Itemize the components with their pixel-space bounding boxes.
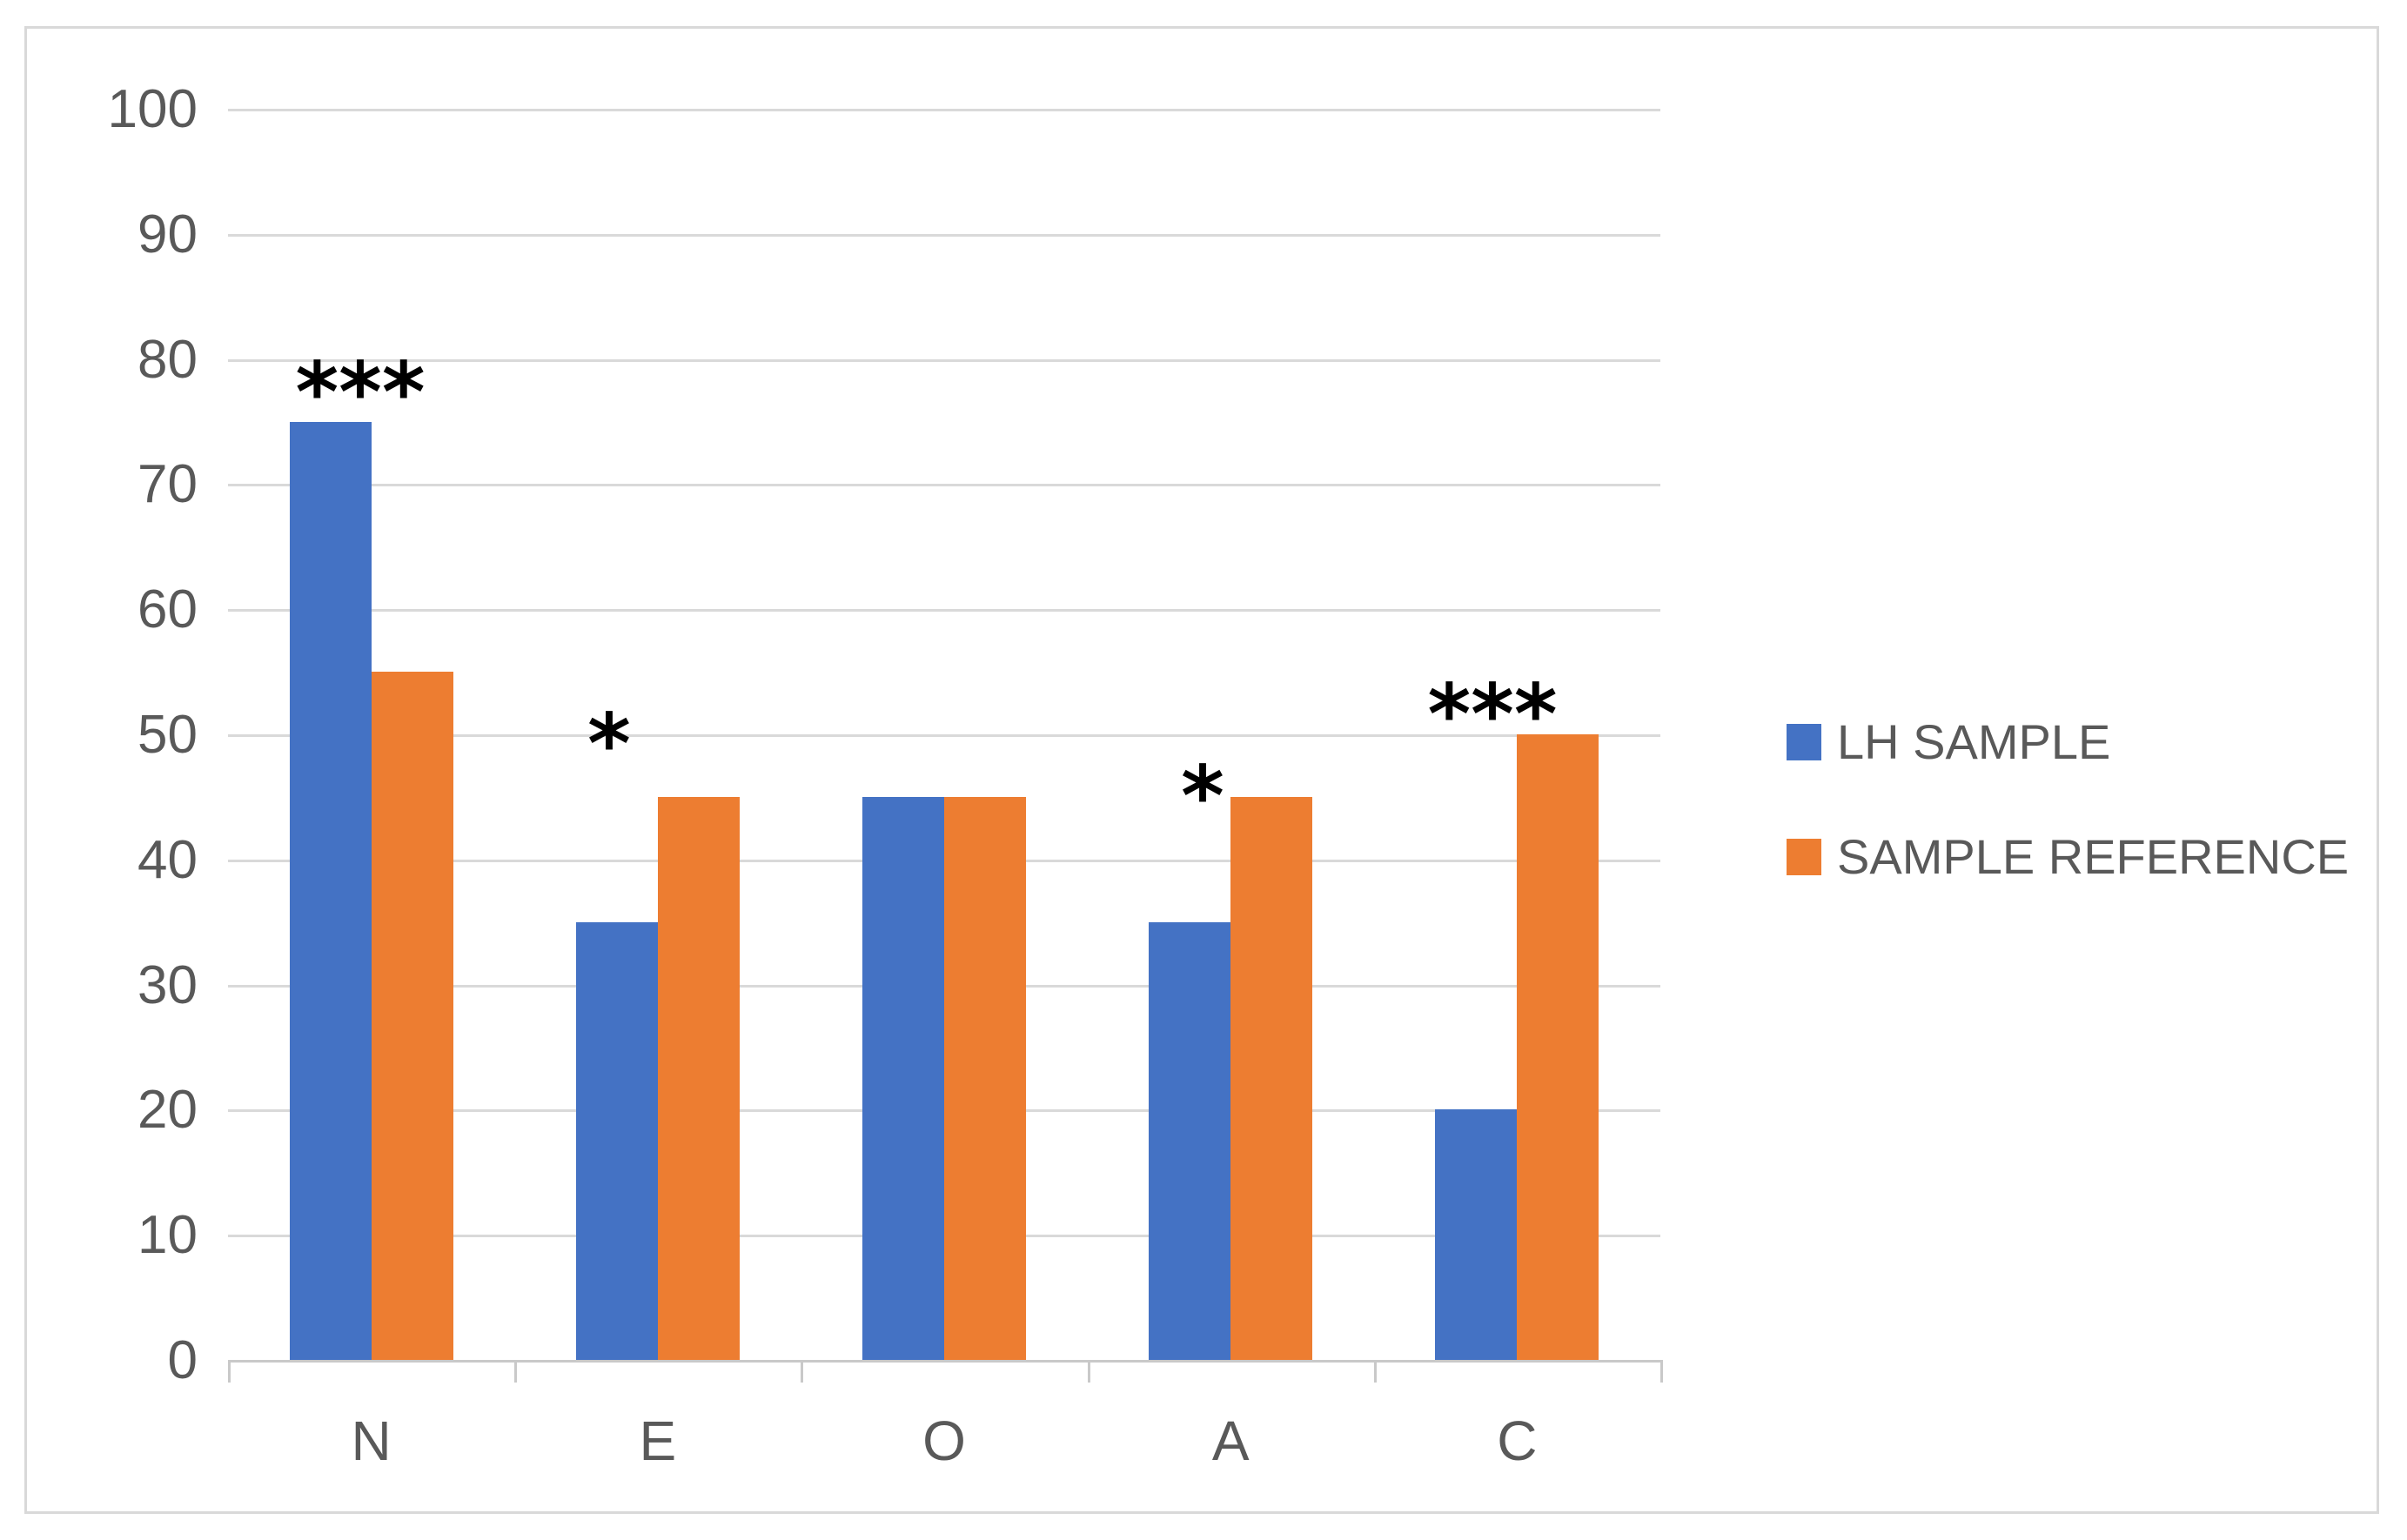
bar-lh-sample-o — [862, 796, 944, 1360]
bar-sample-reference-e — [657, 796, 740, 1360]
x-category-label-e: E — [639, 1409, 677, 1472]
x-category-label-o: O — [922, 1409, 966, 1472]
significance-annotation-a: * — [1181, 749, 1224, 845]
y-tick-label-20: 20 — [137, 1080, 198, 1141]
legend-swatch-sample-reference — [1787, 839, 1821, 875]
x-category-label-a: A — [1211, 1409, 1250, 1472]
legend-item-lh-sample: LH SAMPLE — [1787, 714, 2111, 769]
bar-lh-sample-e — [575, 921, 658, 1360]
bar-sample-reference-o — [944, 796, 1026, 1360]
y-tick-label-90: 90 — [137, 204, 198, 264]
y-tick-label-0: 0 — [167, 1330, 198, 1390]
bar-sample-reference-c — [1517, 734, 1599, 1360]
bar-lh-sample-a — [1149, 921, 1231, 1360]
bar-lh-sample-c — [1435, 1109, 1518, 1360]
y-tick-label-60: 60 — [137, 579, 198, 640]
chart-frame: LH SAMPLE SAMPLE REFERENCE 0 10 20 30 40 50 60… — [24, 26, 2379, 1514]
legend-label-sample-reference: SAMPLE REFERENCE — [1837, 829, 2350, 884]
x-category-label-c: C — [1497, 1409, 1538, 1472]
x-axis-tick-0 — [228, 1360, 231, 1383]
x-axis-tick-5 — [1660, 1360, 1663, 1383]
legend-swatch-lh-sample — [1787, 724, 1821, 760]
x-axis-line — [228, 1360, 1660, 1363]
y-tick-label-10: 10 — [137, 1205, 198, 1266]
gridline-y-60 — [228, 609, 1660, 613]
gridline-y-100 — [228, 109, 1660, 111]
x-category-label-n: N — [351, 1409, 392, 1472]
x-axis-tick-2 — [801, 1360, 804, 1383]
y-tick-label-50: 50 — [137, 705, 198, 765]
y-tick-label-80: 80 — [137, 329, 198, 390]
gridline-y-80 — [228, 358, 1660, 362]
gridline-y-90 — [228, 233, 1660, 237]
bar-sample-reference-a — [1230, 796, 1313, 1360]
significance-annotation-e: * — [587, 697, 631, 793]
gridline-y-70 — [228, 484, 1660, 487]
y-tick-label-100: 100 — [107, 79, 198, 139]
y-tick-label-40: 40 — [137, 829, 198, 890]
gridline-y-50 — [228, 734, 1660, 737]
x-axis-tick-4 — [1373, 1360, 1377, 1383]
x-axis-tick-3 — [1087, 1360, 1090, 1383]
legend-item-sample-reference: SAMPLE REFERENCE — [1787, 829, 2350, 884]
x-axis-tick-1 — [514, 1360, 518, 1383]
legend-label-lh-sample: LH SAMPLE — [1837, 714, 2111, 769]
bar-sample-reference-n — [371, 672, 453, 1360]
significance-annotation-c: *** — [1427, 667, 1558, 763]
significance-annotation-n: *** — [295, 345, 426, 441]
y-tick-label-30: 30 — [137, 954, 198, 1015]
bar-lh-sample-n — [289, 421, 372, 1360]
y-tick-label-70: 70 — [137, 454, 198, 515]
